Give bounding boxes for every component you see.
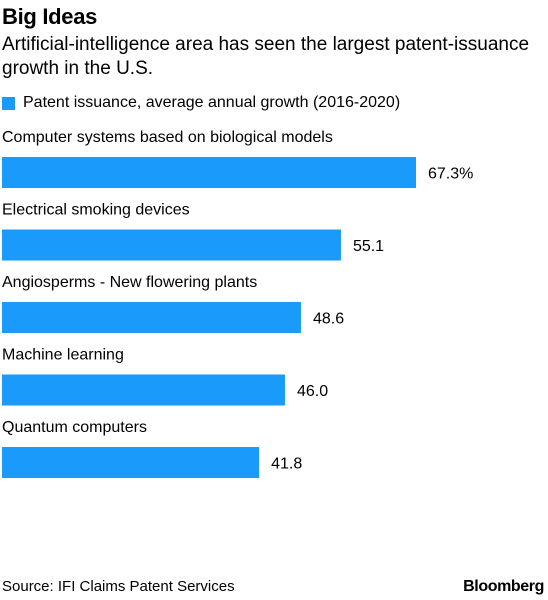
value-label: 46.0	[297, 383, 328, 400]
category-label: Quantum computers	[2, 419, 147, 436]
value-label: 67.3%	[428, 166, 473, 183]
legend-label: Patent issuance, average annual growth (…	[23, 94, 401, 111]
bar-chart: Computer systems based on biological mod…	[2, 129, 473, 478]
chart-title: Big Ideas	[2, 4, 98, 29]
bar	[2, 302, 301, 333]
category-label: Angiosperms - New flowering plants	[2, 274, 257, 291]
source-note: Source: IFI Claims Patent Services	[2, 578, 235, 595]
category-label: Computer systems based on biological mod…	[2, 129, 333, 146]
value-label: 48.6	[313, 311, 344, 328]
bar	[2, 157, 416, 188]
bar	[2, 229, 341, 261]
legend-swatch	[2, 96, 15, 110]
category-label: Electrical smoking devices	[2, 202, 190, 219]
legend: Patent issuance, average annual growth (…	[2, 94, 400, 112]
category-label: Machine learning	[2, 347, 124, 364]
bar	[2, 447, 260, 478]
chart-subtitle: Artificial-intelligence area has seen th…	[2, 34, 530, 79]
value-label: 41.8	[271, 456, 302, 473]
bloomberg-logo: Bloomberg	[463, 578, 544, 595]
bar	[2, 374, 285, 406]
value-label: 55.1	[353, 238, 384, 255]
